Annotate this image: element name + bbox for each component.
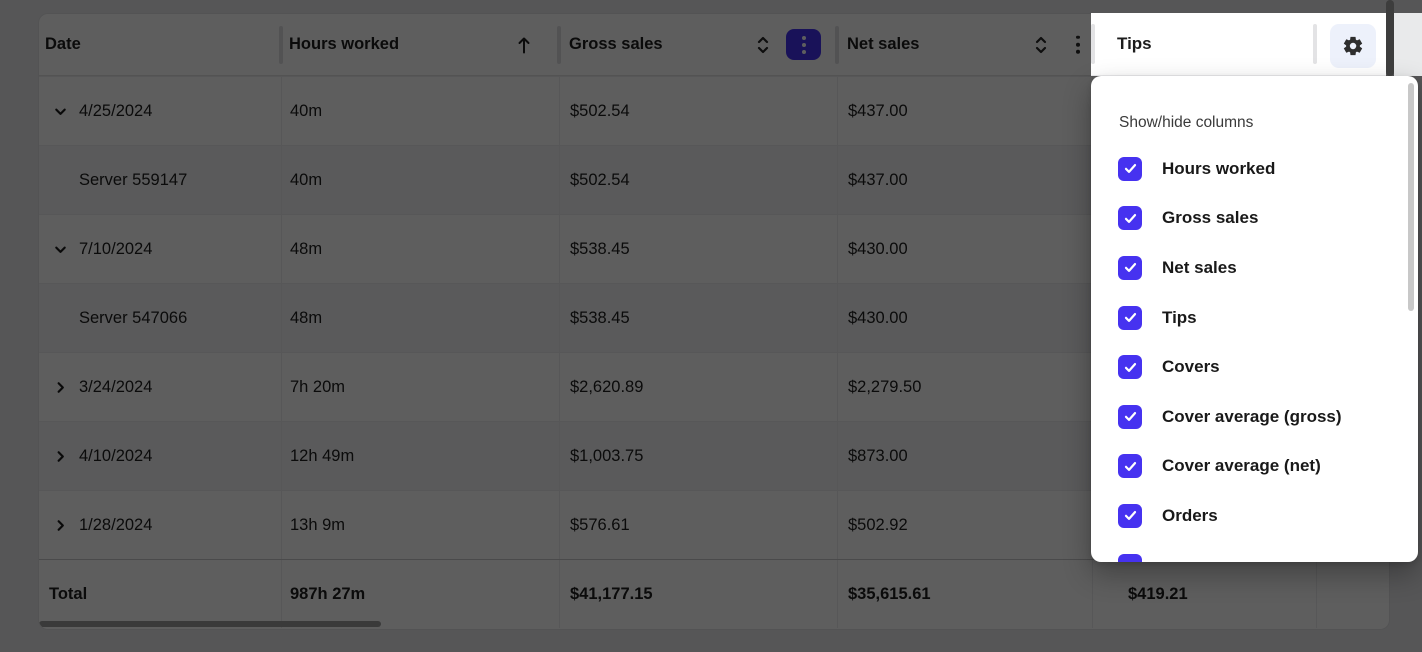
popover-scrollbar[interactable] — [1408, 83, 1414, 311]
check-icon — [1124, 511, 1136, 521]
table-corner-gap — [1394, 13, 1422, 76]
checkbox-checked[interactable] — [1118, 305, 1142, 330]
column-toggle-covers[interactable]: Covers — [1091, 342, 1418, 392]
column-toggle-list: Hours worked Gross sales Net sales Tips … — [1091, 144, 1418, 562]
checkbox-checked[interactable] — [1118, 404, 1142, 429]
column-header-tips[interactable]: Tips — [1117, 34, 1152, 53]
column-toggle-label: Net sales — [1162, 257, 1237, 277]
column-toggle-label: Covers — [1162, 357, 1220, 377]
column-toggle-label: Orders — [1162, 505, 1218, 525]
check-icon — [1124, 412, 1136, 422]
column-toggle-label: Cover average (gross) — [1162, 406, 1342, 426]
checkbox-checked[interactable] — [1118, 553, 1142, 562]
column-toggle-label: Hours worked — [1162, 158, 1276, 178]
checkbox-checked[interactable] — [1118, 156, 1142, 181]
check-icon — [1124, 313, 1136, 323]
table-settings-button[interactable] — [1330, 24, 1376, 68]
vertical-scrollbar[interactable] — [1386, 0, 1394, 76]
column-toggle-partial[interactable] — [1091, 541, 1418, 562]
check-icon — [1124, 213, 1136, 223]
column-toggle-orders[interactable]: Orders — [1091, 491, 1418, 541]
column-toggle-hours-worked[interactable]: Hours worked — [1091, 144, 1418, 194]
column-toggle-label: Tips — [1162, 307, 1197, 327]
check-icon — [1124, 461, 1136, 471]
column-toggle-cover-average-gross[interactable]: Cover average (gross) — [1091, 392, 1418, 442]
show-hide-columns-popover: Show/hide columns Hours worked Gross sal… — [1091, 76, 1418, 562]
checkbox-checked[interactable] — [1118, 255, 1142, 280]
column-resize-handle[interactable] — [1313, 24, 1317, 64]
column-toggle-net-sales[interactable]: Net sales — [1091, 243, 1418, 293]
column-toggle-gross-sales[interactable]: Gross sales — [1091, 194, 1418, 244]
check-icon — [1124, 263, 1136, 273]
check-icon — [1124, 164, 1136, 174]
gear-icon — [1343, 36, 1363, 56]
tips-column-header-spotlight: Tips — [1091, 13, 1422, 76]
column-toggle-cover-average-net[interactable]: Cover average (net) — [1091, 442, 1418, 492]
checkbox-checked[interactable] — [1118, 206, 1142, 231]
checkbox-checked[interactable] — [1118, 503, 1142, 528]
column-toggle-label: Gross sales — [1162, 208, 1259, 228]
popover-title: Show/hide columns — [1119, 114, 1254, 131]
checkbox-checked[interactable] — [1118, 454, 1142, 479]
column-toggle-label: Cover average (net) — [1162, 456, 1321, 476]
column-resize-handle[interactable] — [1091, 24, 1095, 64]
check-icon — [1124, 362, 1136, 372]
column-toggle-tips[interactable]: Tips — [1091, 293, 1418, 343]
checkbox-checked[interactable] — [1118, 355, 1142, 380]
